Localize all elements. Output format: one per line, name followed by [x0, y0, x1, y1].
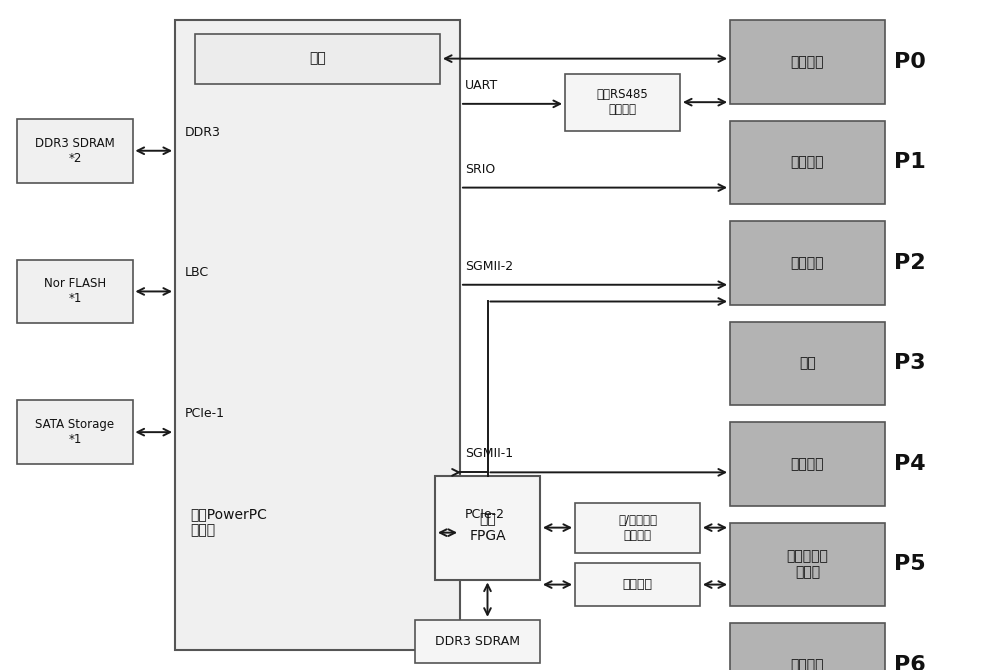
- Text: 中频接口: 中频接口: [791, 658, 824, 670]
- Text: 卫星通信数
据接口: 卫星通信数 据接口: [787, 549, 828, 580]
- Text: 公共信号: 公共信号: [791, 55, 824, 69]
- Text: SGMII-1: SGMII-1: [465, 448, 513, 460]
- Text: SGMII-2: SGMII-2: [465, 260, 513, 273]
- FancyBboxPatch shape: [730, 322, 885, 405]
- Text: 第二PowerPC
处理器: 第二PowerPC 处理器: [190, 507, 267, 538]
- FancyBboxPatch shape: [730, 221, 885, 305]
- FancyBboxPatch shape: [17, 401, 132, 464]
- Text: P4: P4: [894, 454, 926, 474]
- FancyBboxPatch shape: [175, 20, 460, 650]
- Text: DDR3 SDRAM: DDR3 SDRAM: [435, 635, 520, 648]
- FancyBboxPatch shape: [435, 476, 540, 580]
- Text: LBC: LBC: [185, 267, 209, 279]
- FancyBboxPatch shape: [730, 422, 885, 506]
- Text: DDR3 SDRAM
*2: DDR3 SDRAM *2: [35, 137, 115, 165]
- Text: P1: P1: [894, 153, 926, 172]
- FancyBboxPatch shape: [17, 119, 132, 182]
- Text: SRIO: SRIO: [465, 163, 495, 176]
- Text: PCIe-2: PCIe-2: [465, 508, 505, 521]
- FancyBboxPatch shape: [730, 121, 885, 204]
- Text: Nor FLASH
*1: Nor FLASH *1: [44, 277, 106, 306]
- FancyBboxPatch shape: [730, 623, 885, 670]
- Text: 同/异步数据
处理模块: 同/异步数据 处理模块: [618, 514, 657, 541]
- Text: 电源: 电源: [309, 52, 326, 66]
- FancyBboxPatch shape: [415, 620, 540, 663]
- Text: UART: UART: [465, 79, 498, 92]
- Text: 第二RS485
接口芯片: 第二RS485 接口芯片: [597, 88, 648, 116]
- Text: 话音模块: 话音模块: [622, 578, 652, 591]
- Text: DDR3: DDR3: [185, 126, 221, 139]
- Text: 数据通道: 数据通道: [791, 155, 824, 170]
- FancyBboxPatch shape: [195, 34, 440, 84]
- Text: PCIe-1: PCIe-1: [185, 407, 225, 420]
- FancyBboxPatch shape: [730, 523, 885, 606]
- Text: SATA Storage
*1: SATA Storage *1: [35, 418, 115, 446]
- FancyBboxPatch shape: [565, 74, 680, 131]
- FancyBboxPatch shape: [17, 260, 132, 324]
- FancyBboxPatch shape: [730, 20, 885, 104]
- Text: P6: P6: [894, 655, 926, 670]
- Text: P2: P2: [894, 253, 926, 273]
- Text: P3: P3: [894, 354, 926, 373]
- Text: 控制通道: 控制通道: [791, 457, 824, 471]
- FancyBboxPatch shape: [575, 563, 700, 606]
- Text: 扩展通道: 扩展通道: [791, 256, 824, 270]
- Text: 预留: 预留: [799, 356, 816, 371]
- Text: P0: P0: [894, 52, 926, 72]
- FancyBboxPatch shape: [575, 502, 700, 553]
- Text: 第二
FPGA: 第二 FPGA: [469, 513, 506, 543]
- Text: P5: P5: [894, 555, 926, 574]
